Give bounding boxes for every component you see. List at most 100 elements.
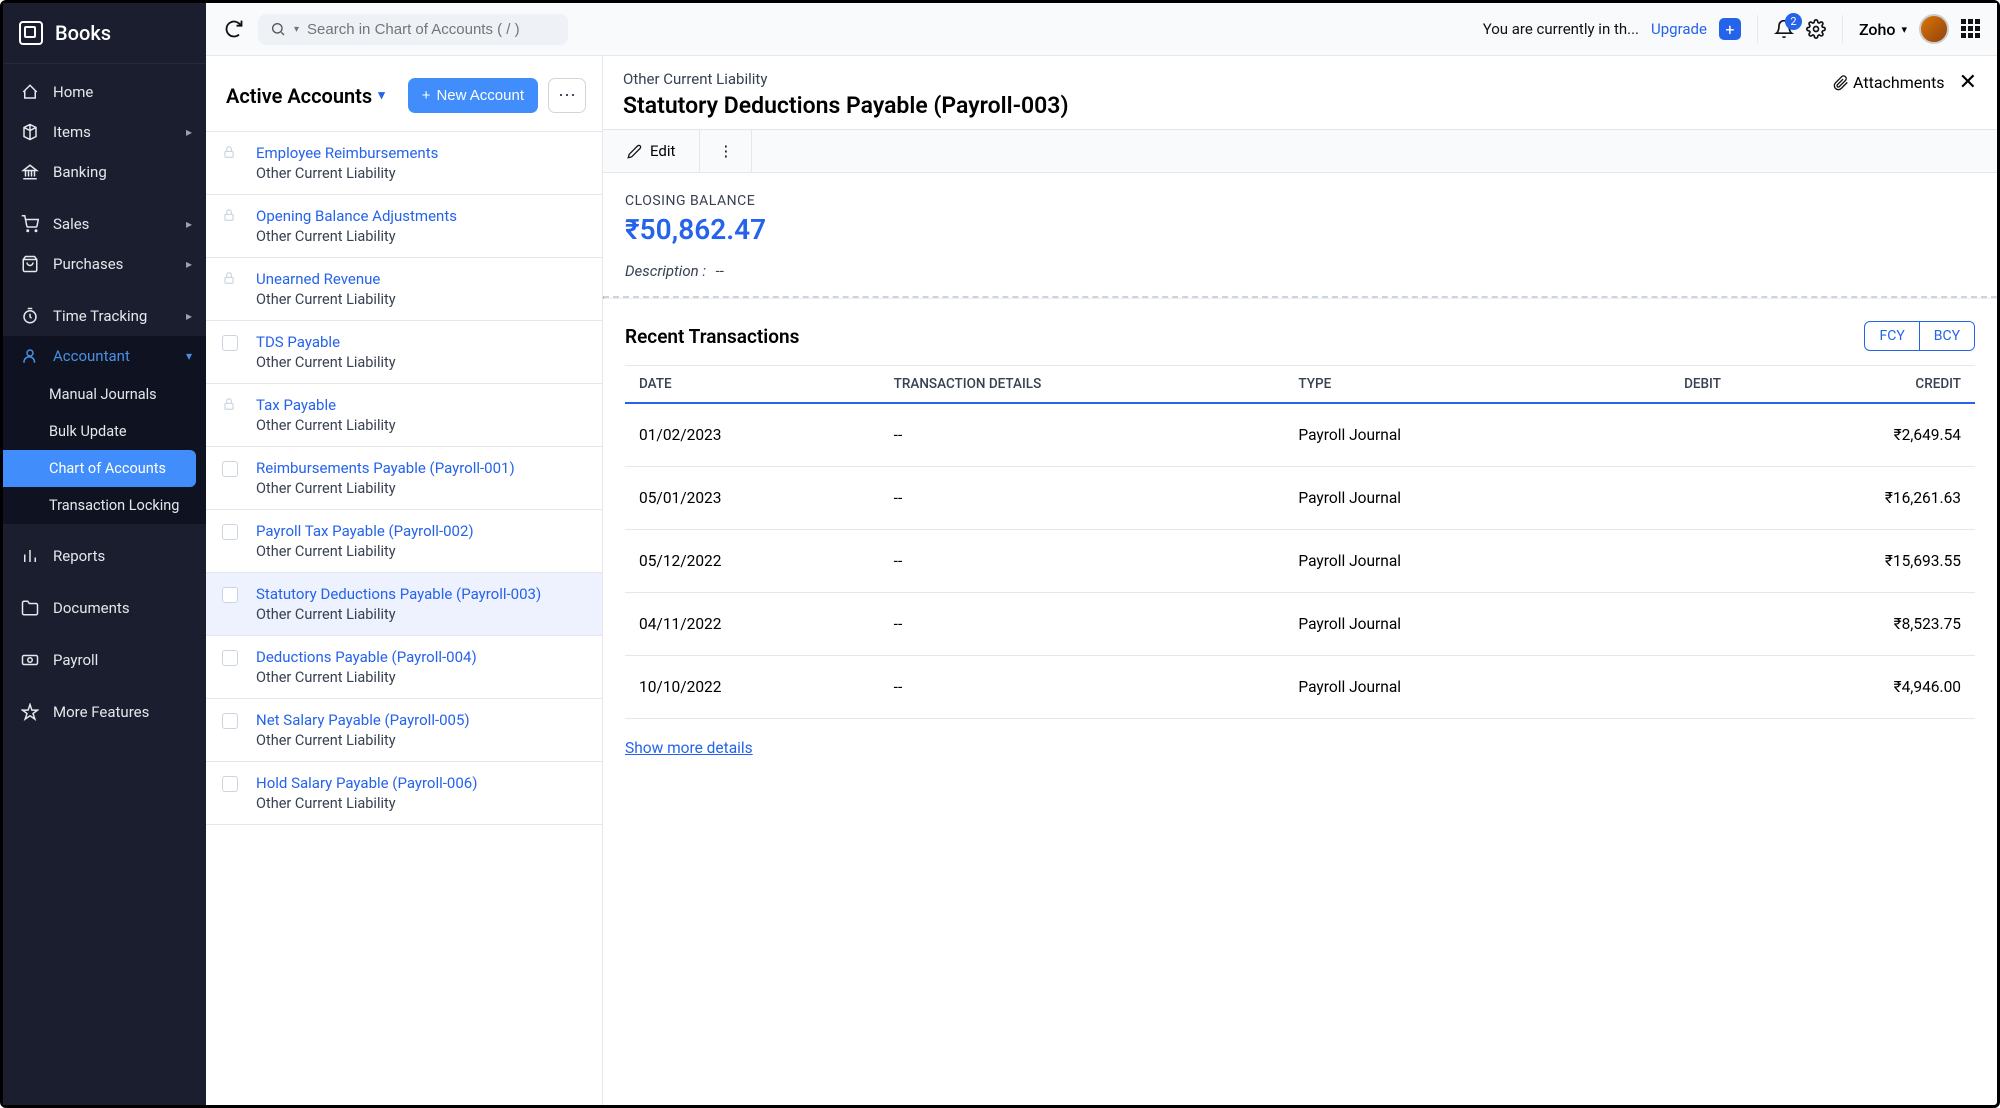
transactions-title: Recent Transactions	[625, 325, 799, 348]
sub-transaction-locking[interactable]: Transaction Locking	[3, 487, 206, 524]
account-type: Other Current Liability	[256, 732, 586, 749]
nav-label: Banking	[53, 163, 107, 181]
quick-create-button[interactable]: +	[1719, 18, 1741, 40]
brand[interactable]: Books	[3, 3, 206, 64]
transactions-section: Recent Transactions FCY BCY DATE TRANSAC…	[603, 299, 1997, 779]
org-switcher[interactable]: Zoho ▾	[1859, 20, 1907, 39]
nav-payroll[interactable]: Payroll	[3, 640, 206, 680]
new-account-button[interactable]: + New Account	[408, 78, 538, 113]
list-more-button[interactable]: ⋯	[548, 78, 586, 113]
edit-label: Edit	[650, 142, 675, 160]
sub-chart-of-accounts[interactable]: Chart of Accounts	[3, 450, 196, 487]
col-date: DATE	[625, 366, 880, 404]
list-title-dropdown[interactable]: Active Accounts ▾	[226, 84, 385, 108]
account-name: Net Salary Payable (Payroll-005)	[256, 711, 586, 729]
account-type: Other Current Liability	[256, 606, 586, 623]
nav-items[interactable]: Items	[3, 112, 206, 152]
refresh-button[interactable]	[222, 17, 246, 41]
account-name: Hold Salary Payable (Payroll-006)	[256, 774, 586, 792]
transaction-row[interactable]: 01/02/2023--Payroll Journal₹2,649.54	[625, 403, 1975, 467]
attachments-button[interactable]: Attachments	[1833, 73, 1945, 92]
nav-banking[interactable]: Banking	[3, 152, 206, 192]
sub-bulk-update[interactable]: Bulk Update	[3, 413, 206, 450]
search-scope-chevron-icon[interactable]: ▾	[294, 24, 299, 35]
currency-toggle: FCY BCY	[1864, 321, 1975, 351]
col-type: TYPE	[1284, 366, 1585, 404]
account-row[interactable]: Tax PayableOther Current Liability	[206, 384, 602, 447]
transaction-row[interactable]: 04/11/2022--Payroll Journal₹8,523.75	[625, 593, 1975, 656]
nav-more-features[interactable]: More Features	[3, 692, 206, 732]
nav-accountant[interactable]: Accountant	[3, 336, 206, 376]
org-name: Zoho	[1859, 20, 1896, 39]
show-more-link[interactable]: Show more details	[625, 739, 753, 757]
account-row[interactable]: Employee ReimbursementsOther Current Lia…	[206, 132, 602, 195]
transaction-row[interactable]: 05/12/2022--Payroll Journal₹15,693.55	[625, 530, 1975, 593]
account-row[interactable]: Opening Balance AdjustmentsOther Current…	[206, 195, 602, 258]
col-credit: CREDIT	[1735, 366, 1975, 404]
items-icon	[21, 123, 39, 141]
tx-details: --	[880, 467, 1285, 530]
apps-grid-button[interactable]	[1961, 19, 1981, 39]
fcy-toggle[interactable]: FCY	[1865, 322, 1919, 350]
notifications-button[interactable]: 2	[1774, 19, 1794, 39]
nav-label: Payroll	[53, 651, 98, 669]
nav-documents[interactable]: Documents	[3, 588, 206, 628]
avatar[interactable]	[1919, 14, 1949, 44]
nav-time-tracking[interactable]: Time Tracking	[3, 296, 206, 336]
account-row[interactable]: TDS PayableOther Current Liability	[206, 321, 602, 384]
tx-debit	[1586, 593, 1735, 656]
account-row[interactable]: Payroll Tax Payable (Payroll-002)Other C…	[206, 510, 602, 573]
nav-reports[interactable]: Reports	[3, 536, 206, 576]
row-checkbox[interactable]	[222, 335, 238, 351]
list-title-text: Active Accounts	[226, 84, 372, 108]
nav-label: Home	[53, 83, 93, 101]
row-checkbox[interactable]	[222, 713, 238, 729]
transaction-row[interactable]: 05/01/2023--Payroll Journal₹16,261.63	[625, 467, 1975, 530]
new-btn-label: New Account	[436, 87, 524, 104]
row-checkbox[interactable]	[222, 776, 238, 792]
search-input[interactable]	[307, 21, 556, 38]
account-row[interactable]: Statutory Deductions Payable (Payroll-00…	[206, 573, 602, 636]
tx-credit: ₹4,946.00	[1735, 656, 1975, 719]
row-checkbox[interactable]	[222, 587, 238, 603]
close-button[interactable]: ✕	[1959, 70, 1977, 95]
tx-credit: ₹2,649.54	[1735, 403, 1975, 467]
sales-icon	[21, 215, 39, 233]
settings-button[interactable]	[1806, 19, 1826, 39]
accounts-scroll[interactable]: Employee ReimbursementsOther Current Lia…	[206, 131, 602, 1105]
account-row[interactable]: Net Salary Payable (Payroll-005) Other Cu…	[206, 699, 602, 762]
row-checkbox[interactable]	[222, 650, 238, 666]
nav-label: Time Tracking	[53, 307, 147, 325]
row-checkbox[interactable]	[222, 524, 238, 540]
transaction-row[interactable]: 10/10/2022--Payroll Journal₹4,946.00	[625, 656, 1975, 719]
tx-debit	[1586, 403, 1735, 467]
accounts-list-pane: Active Accounts ▾ + New Account ⋯ Employ…	[206, 56, 603, 1105]
account-row[interactable]: Unearned RevenueOther Current Liability	[206, 258, 602, 321]
list-header: Active Accounts ▾ + New Account ⋯	[206, 56, 602, 131]
search-wrap[interactable]: ▾	[258, 14, 568, 45]
edit-button[interactable]: Edit	[603, 130, 700, 172]
sidebar: Books Home Items Banking Sales Purc	[3, 3, 206, 1105]
nav-label: Reports	[53, 547, 105, 565]
account-type: Other Current Liability	[256, 543, 586, 560]
tx-type: Payroll Journal	[1284, 656, 1585, 719]
description-row: Description : --	[603, 262, 1997, 296]
account-row[interactable]: Hold Salary Payable (Payroll-006)Other C…	[206, 762, 602, 825]
row-checkbox[interactable]	[222, 461, 238, 477]
tx-date: 04/11/2022	[625, 593, 880, 656]
bcy-toggle[interactable]: BCY	[1920, 322, 1974, 350]
detail-more-button[interactable]: ⋮	[700, 130, 752, 172]
tx-date: 10/10/2022	[625, 656, 880, 719]
upgrade-link[interactable]: Upgrade	[1651, 20, 1707, 38]
nav-purchases[interactable]: Purchases	[3, 244, 206, 284]
account-row[interactable]: Reimbursements Payable (Payroll-001)Othe…	[206, 447, 602, 510]
account-type: Other Current Liability	[256, 228, 586, 245]
nav-home[interactable]: Home	[3, 72, 206, 112]
home-icon	[21, 83, 39, 101]
account-row[interactable]: Deductions Payable (Payroll-004)Other Cu…	[206, 636, 602, 699]
nav-sales[interactable]: Sales	[3, 204, 206, 244]
attachments-label: Attachments	[1853, 73, 1945, 92]
tx-type: Payroll Journal	[1284, 530, 1585, 593]
tx-type: Payroll Journal	[1284, 593, 1585, 656]
sub-manual-journals[interactable]: Manual Journals	[3, 376, 206, 413]
